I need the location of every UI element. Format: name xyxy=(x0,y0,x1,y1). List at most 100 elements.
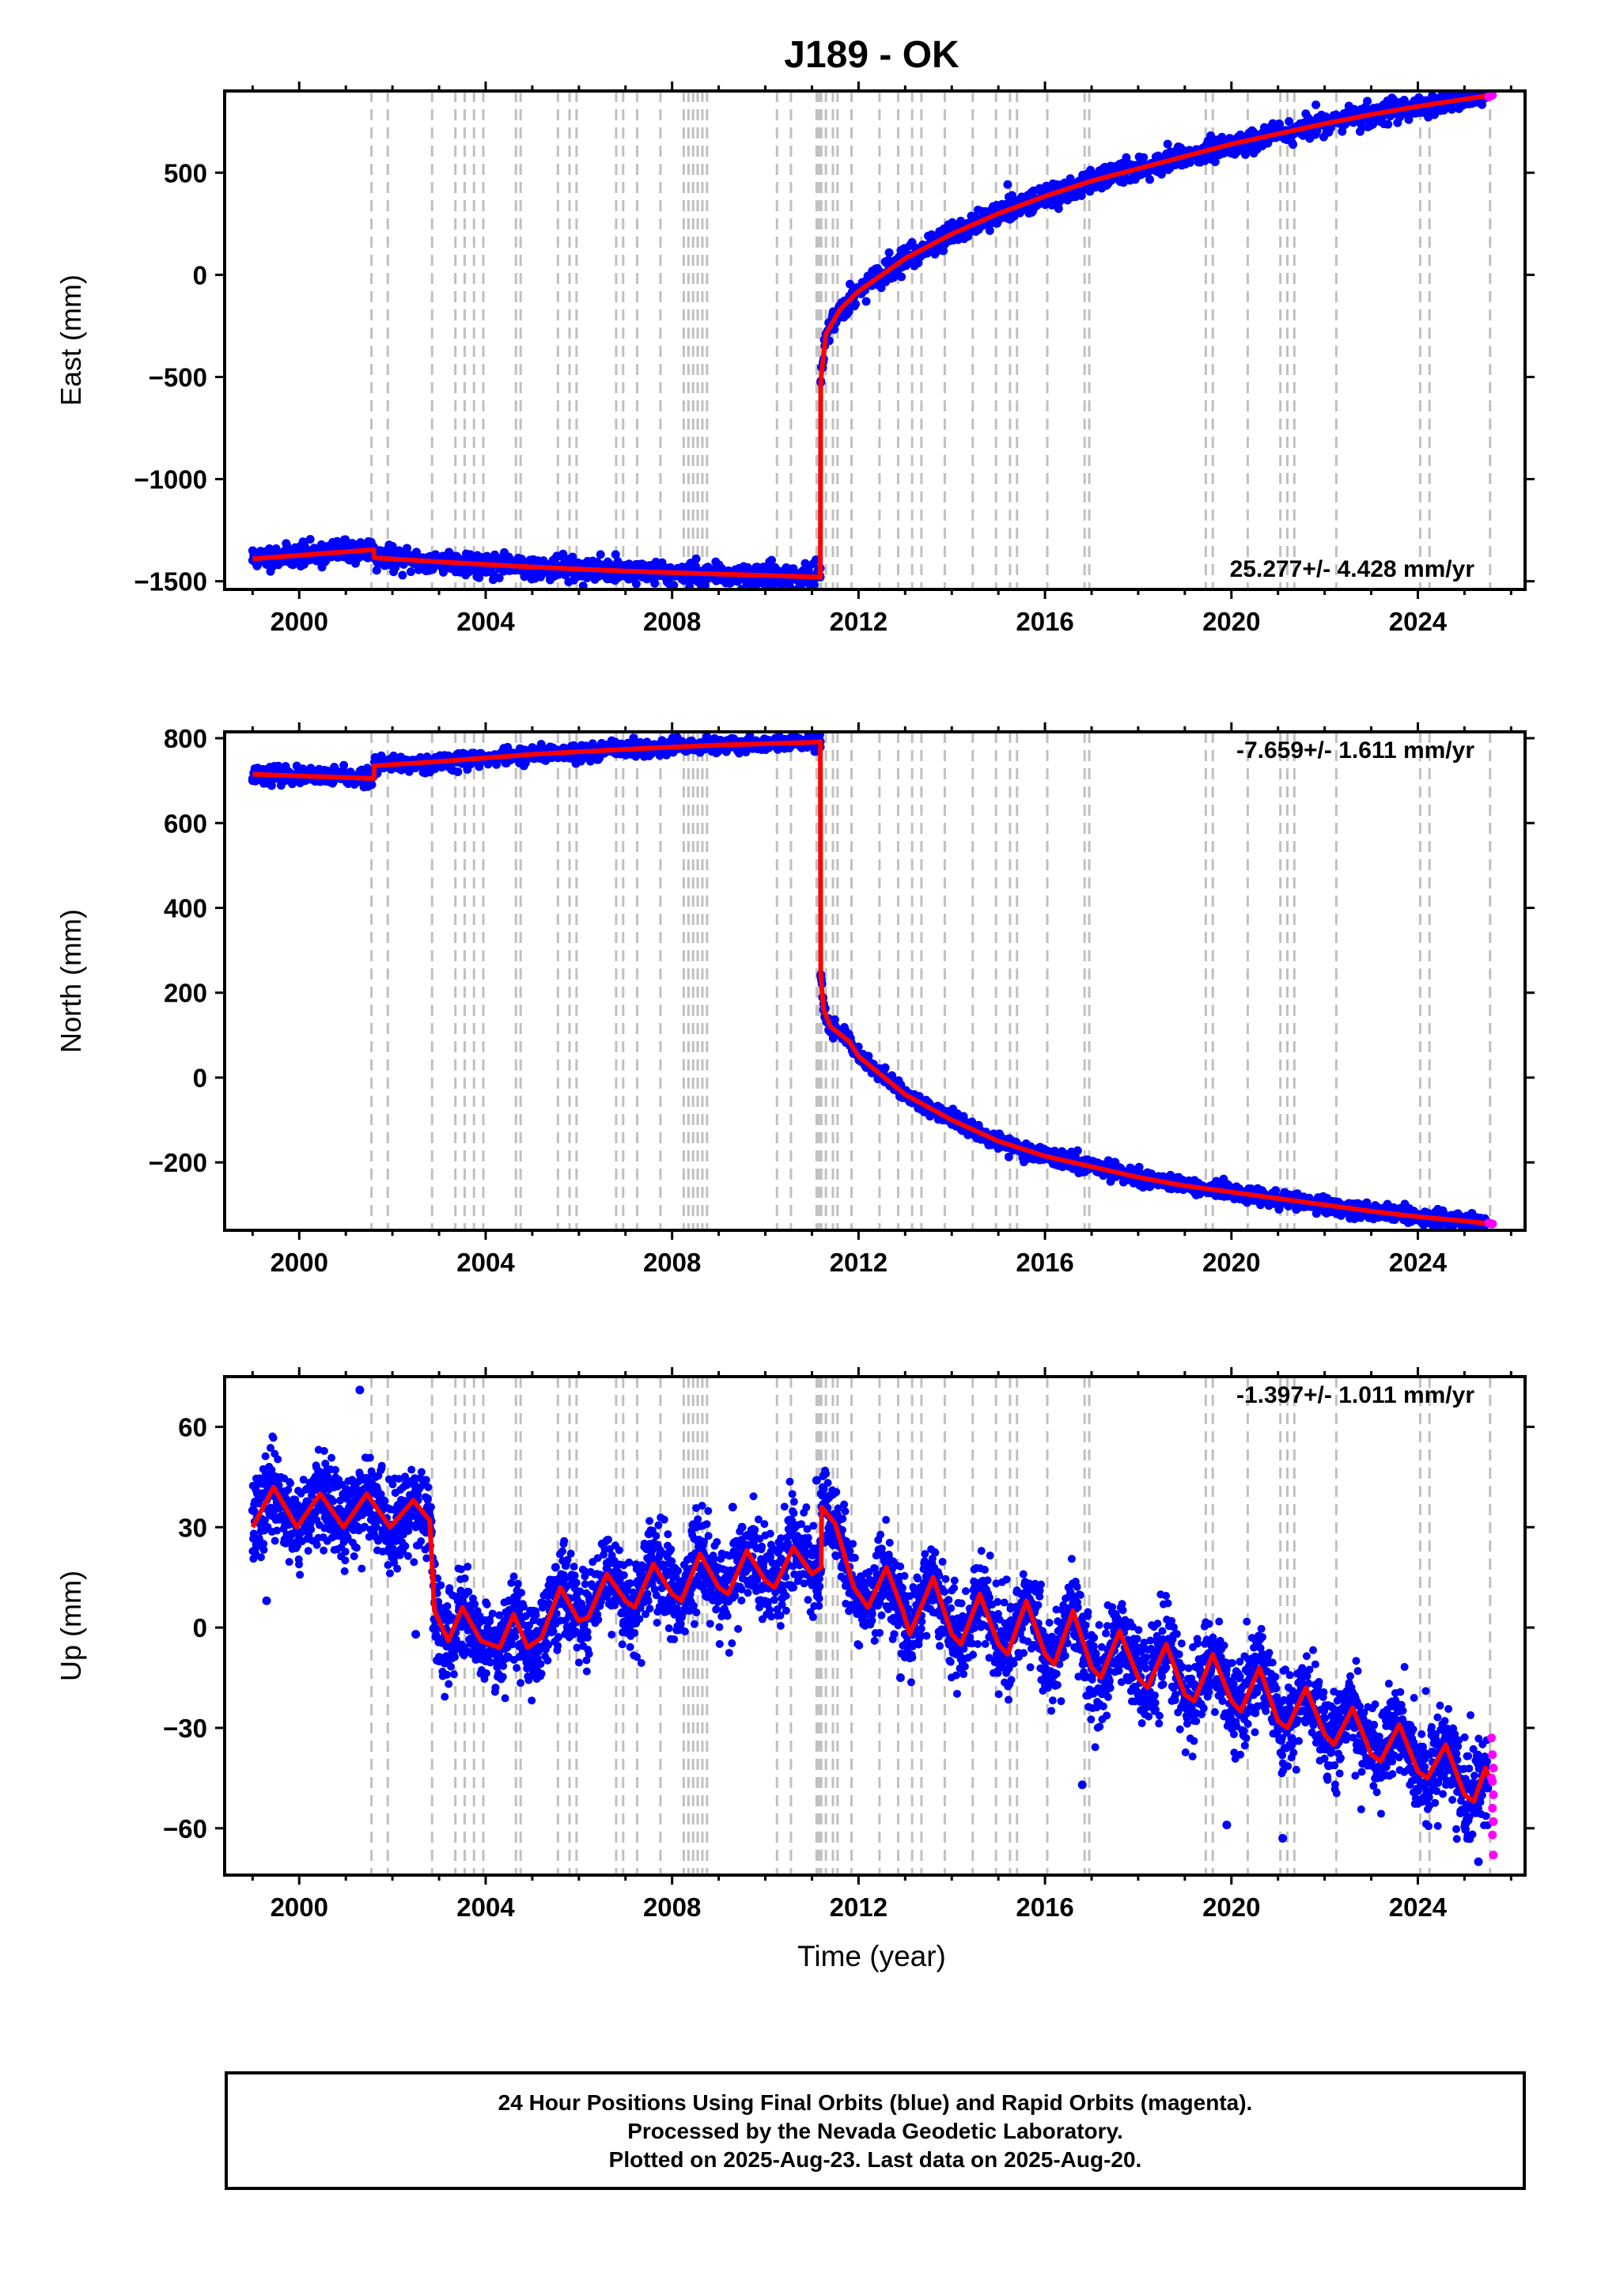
final-orbit-point xyxy=(266,1444,274,1453)
y-tick-label: 200 xyxy=(164,979,207,1008)
final-orbit-point xyxy=(430,764,440,774)
y-tick-label: −500 xyxy=(149,362,207,392)
plot-frame xyxy=(223,730,1527,1232)
final-orbit-points xyxy=(248,79,1497,589)
final-orbit-point xyxy=(713,746,723,756)
final-orbit-point xyxy=(629,733,638,743)
y-tick-label: −1500 xyxy=(134,567,207,597)
final-orbit-point xyxy=(596,550,605,559)
x-tick-label: 2020 xyxy=(1202,607,1260,636)
north-panel: 2000 2004 2008 2012 2016 2020 2024−20002004006… xyxy=(55,722,1535,1277)
rate-label: -7.659+/- 1.611 mm/yr xyxy=(1236,737,1474,763)
final-orbit-point xyxy=(767,555,777,565)
x-tick-label: 2000 xyxy=(271,607,328,636)
final-orbit-point xyxy=(475,762,484,771)
final-orbit-point xyxy=(1145,175,1155,184)
x-axis: 2000 2004 2008 2012 2016 2020 2024 xyxy=(251,722,1512,1277)
final-orbit-point xyxy=(259,1540,268,1548)
final-orbit-point xyxy=(669,581,679,589)
final-orbit-point xyxy=(274,1481,283,1490)
final-orbit-point xyxy=(267,781,276,790)
final-orbit-point xyxy=(815,732,824,740)
chart-title: J189 - OK xyxy=(784,34,959,76)
final-orbit-point xyxy=(884,248,894,257)
final-orbit-point xyxy=(1311,100,1321,110)
final-orbit-point xyxy=(1139,153,1149,162)
final-orbit-points xyxy=(248,732,1497,1230)
final-orbit-point xyxy=(985,226,994,236)
final-orbit-point xyxy=(558,549,568,559)
final-orbit-point xyxy=(284,1485,293,1494)
final-orbit-point xyxy=(611,550,620,559)
final-orbit-point xyxy=(1156,169,1166,179)
final-orbit-point xyxy=(691,554,701,563)
final-orbit-point xyxy=(286,1479,295,1487)
final-orbit-point xyxy=(406,567,415,577)
final-orbit-point xyxy=(367,780,377,790)
east-panel: 2000 2004 2008 2012 2016 2020 2024−1500−1000−5… xyxy=(55,79,1535,636)
x-axis: 2000 2004 2008 2012 2016 2020 2024 xyxy=(251,81,1512,636)
final-orbit-point xyxy=(248,776,257,786)
final-orbit-point xyxy=(1271,1186,1281,1195)
final-orbit-point xyxy=(851,299,861,309)
final-orbit-point xyxy=(251,1549,259,1558)
final-orbit-point xyxy=(372,566,381,575)
final-orbit-point xyxy=(256,1553,265,1562)
final-orbit-point xyxy=(248,546,257,555)
final-orbit-point xyxy=(1289,140,1298,150)
model-line xyxy=(252,739,1493,1226)
final-orbit-point xyxy=(830,1015,839,1025)
event-lines xyxy=(370,91,1492,589)
final-orbit-point xyxy=(271,1536,279,1545)
final-orbit-point xyxy=(650,578,660,588)
final-orbit-point xyxy=(1003,180,1012,189)
final-orbit-point xyxy=(362,763,372,773)
up-panel: 2000 2004 2008 2012 2016 2020 2024−60−3003060U… xyxy=(55,1367,1535,1922)
y-tick-label: 0 xyxy=(193,260,207,290)
event-lines xyxy=(370,732,1492,1230)
rapid-orbit-point xyxy=(1488,1219,1497,1229)
final-orbit-point xyxy=(844,307,853,316)
final-orbit-point xyxy=(1478,79,1487,88)
final-orbit-point xyxy=(1363,97,1372,106)
rapid-orbit-point xyxy=(1488,90,1497,100)
final-orbit-point xyxy=(1447,104,1456,114)
final-orbit-point xyxy=(494,573,504,582)
final-orbit-point xyxy=(861,297,871,306)
final-orbit-point xyxy=(1285,116,1294,126)
y-tick-label: 400 xyxy=(164,894,207,923)
x-tick-label: 2008 xyxy=(643,1248,701,1277)
final-orbit-point xyxy=(897,272,906,282)
y-tick-label: 600 xyxy=(164,809,207,838)
final-orbit-point xyxy=(1134,1162,1144,1172)
final-orbit-point xyxy=(1118,178,1128,188)
final-orbit-point xyxy=(864,1051,873,1061)
final-orbit-point xyxy=(880,1063,890,1073)
final-orbit-point xyxy=(1210,157,1220,166)
final-orbit-point xyxy=(1054,204,1063,214)
final-orbit-point xyxy=(631,579,641,589)
final-orbit-point xyxy=(1073,1146,1082,1155)
final-orbit-point xyxy=(876,283,886,293)
rapid-orbit-points xyxy=(1484,90,1497,101)
final-orbit-point xyxy=(267,1466,276,1475)
y-tick-label: 500 xyxy=(164,158,207,188)
model-line xyxy=(252,93,1493,580)
x-tick-label: 2016 xyxy=(1016,607,1073,636)
rapid-orbit-points xyxy=(1484,1218,1497,1229)
final-orbit-point xyxy=(804,565,813,574)
final-orbit-point xyxy=(475,573,484,582)
final-orbit-point xyxy=(453,767,463,777)
x-tick-label: 2004 xyxy=(456,1248,515,1277)
final-orbit-point xyxy=(341,535,350,544)
final-orbit-point xyxy=(388,541,397,551)
y-tick-label: 800 xyxy=(164,724,207,753)
x-tick-label: 2020 xyxy=(1202,1248,1260,1277)
y-tick-label: −1000 xyxy=(134,465,207,494)
final-orbit-point xyxy=(261,1452,270,1461)
y-axis: −1500 −1000 −500 0 500 xyxy=(134,158,1535,597)
x-tick-label: 2008 xyxy=(643,607,701,636)
final-orbit-point xyxy=(1468,80,1477,89)
final-orbit-point xyxy=(403,544,412,553)
